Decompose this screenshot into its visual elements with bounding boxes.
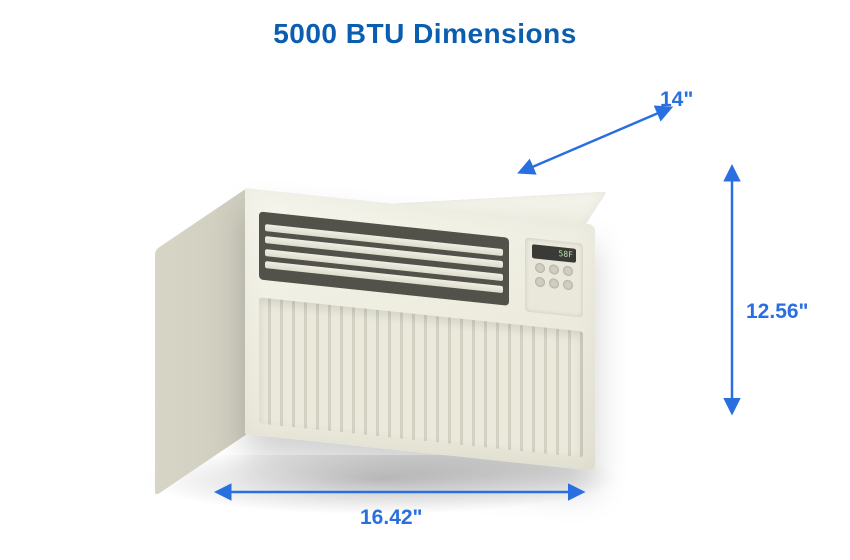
height-arrow-icon bbox=[720, 170, 750, 420]
upper-vent bbox=[259, 211, 509, 305]
lower-grille bbox=[259, 297, 583, 457]
diagram-title: 5000 BTU Dimensions bbox=[0, 18, 850, 50]
dimension-depth: 14" bbox=[520, 98, 730, 188]
control-button bbox=[563, 265, 573, 276]
control-row bbox=[535, 262, 573, 276]
temp-display: 58F bbox=[532, 244, 576, 263]
dimension-width: 16.42" bbox=[220, 478, 590, 538]
control-button bbox=[549, 264, 559, 275]
control-panel: 58F bbox=[525, 237, 583, 317]
width-label: 16.42" bbox=[360, 506, 423, 530]
diagram-stage: 58F bbox=[0, 60, 850, 560]
depth-label: 14" bbox=[660, 88, 693, 112]
ac-front-face: 58F bbox=[245, 188, 595, 471]
ac-unit: 58F bbox=[155, 150, 595, 460]
control-button bbox=[535, 276, 545, 287]
height-label: 12.56" bbox=[746, 300, 809, 324]
control-button bbox=[549, 278, 559, 289]
ac-side-face bbox=[155, 188, 247, 496]
control-row bbox=[535, 276, 573, 290]
dimension-height: 12.56" bbox=[720, 170, 780, 420]
control-button bbox=[535, 262, 545, 273]
depth-arrow-icon bbox=[520, 98, 730, 188]
control-button bbox=[563, 279, 573, 290]
width-arrow-icon bbox=[220, 478, 590, 508]
